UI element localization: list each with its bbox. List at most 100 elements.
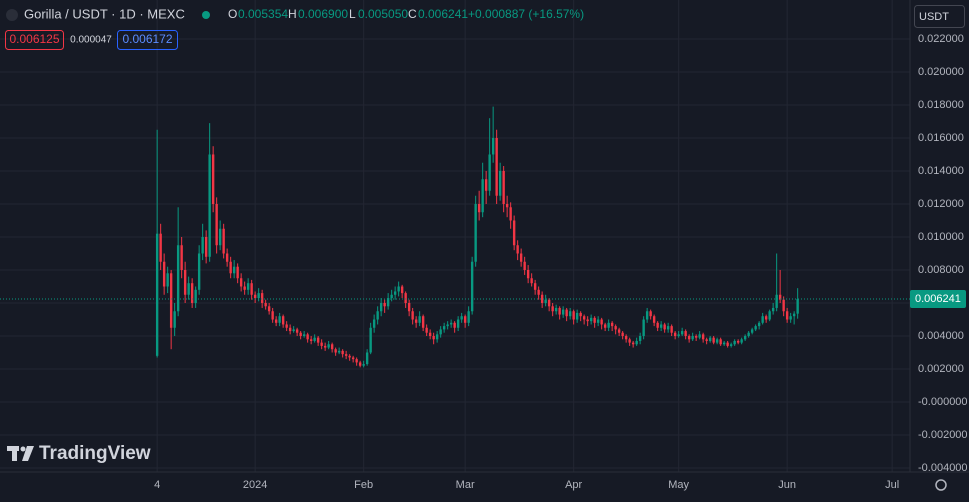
candle-body bbox=[372, 319, 376, 328]
candle-body bbox=[579, 312, 582, 317]
logo-part bbox=[12, 446, 17, 461]
candle-body bbox=[187, 283, 190, 295]
x-tick-label: Mar bbox=[456, 479, 475, 491]
candle-body bbox=[313, 337, 316, 341]
candle-body bbox=[260, 293, 264, 304]
x-tick-label: 2024 bbox=[243, 479, 267, 491]
sell-price: 0.006125 bbox=[9, 32, 59, 46]
candle-body bbox=[495, 137, 498, 196]
candle-body bbox=[309, 339, 313, 341]
candle-body bbox=[554, 307, 558, 312]
candle-body bbox=[334, 349, 337, 353]
candle-body bbox=[610, 322, 614, 327]
candle-body bbox=[173, 311, 176, 328]
logo-part bbox=[22, 446, 34, 461]
candle-body bbox=[673, 332, 677, 337]
candle-body bbox=[516, 245, 519, 254]
candle-body bbox=[782, 299, 785, 312]
candle-body bbox=[509, 207, 512, 221]
sell-button[interactable] bbox=[5, 30, 64, 50]
candle-body bbox=[628, 339, 631, 343]
candle-body bbox=[306, 334, 309, 340]
buy-button[interactable] bbox=[117, 30, 178, 50]
candle-body bbox=[652, 316, 656, 323]
candle-body bbox=[208, 154, 211, 257]
logo-part bbox=[20, 446, 26, 452]
candle-body bbox=[705, 339, 708, 341]
candle-body bbox=[491, 137, 495, 155]
candle-body bbox=[561, 309, 565, 315]
candle-body bbox=[481, 179, 484, 213]
candle-body bbox=[659, 324, 663, 328]
symbol-title[interactable]: Gorilla / USDT · 1D · MEXC bbox=[24, 6, 185, 21]
candle-body bbox=[337, 350, 341, 353]
candle-body bbox=[166, 273, 169, 287]
candle-body bbox=[418, 316, 421, 323]
candle-body bbox=[183, 269, 187, 295]
candle-body bbox=[295, 329, 299, 333]
candle-body bbox=[218, 228, 222, 246]
candle-body bbox=[722, 342, 726, 345]
candles bbox=[155, 106, 799, 368]
ohlc-label: H bbox=[288, 7, 297, 21]
y-tick-label: 0.004000 bbox=[918, 330, 964, 342]
candle-body bbox=[582, 316, 586, 320]
candle-body bbox=[239, 278, 243, 287]
x-tick-label: May bbox=[668, 479, 689, 491]
buy-price: 0.006172 bbox=[122, 32, 172, 46]
candle-body bbox=[747, 332, 750, 337]
candle-body bbox=[425, 327, 428, 333]
candle-body bbox=[407, 303, 411, 312]
x-tick-label: Jun bbox=[778, 479, 796, 491]
candle-body bbox=[362, 364, 365, 366]
currency-button[interactable] bbox=[914, 5, 965, 28]
candle-body bbox=[253, 294, 257, 299]
candle-body bbox=[663, 324, 666, 330]
candle-body bbox=[477, 203, 481, 213]
market-status[interactable] bbox=[202, 11, 210, 19]
candle-body bbox=[470, 261, 474, 312]
candle-body bbox=[414, 319, 418, 323]
y-tick-label: 0.008000 bbox=[918, 264, 964, 276]
candle-body bbox=[299, 332, 302, 337]
candle-body bbox=[180, 245, 183, 270]
candle-body bbox=[740, 339, 743, 343]
candle-body bbox=[488, 154, 491, 191]
candle-body bbox=[642, 319, 645, 337]
candle-body bbox=[236, 266, 239, 279]
candle-body bbox=[572, 311, 575, 320]
candle-body bbox=[719, 339, 722, 345]
candle-body bbox=[155, 233, 159, 356]
candle-body bbox=[712, 337, 715, 343]
candle-body bbox=[264, 303, 267, 307]
candle-body bbox=[523, 261, 526, 270]
candle-body bbox=[351, 357, 355, 360]
y-tick-label: -0.004000 bbox=[918, 462, 968, 474]
candle-body bbox=[568, 311, 572, 317]
candle-body bbox=[631, 342, 635, 345]
candle-body bbox=[771, 307, 775, 312]
candle-body bbox=[778, 294, 782, 300]
candle-body bbox=[708, 337, 712, 341]
candle-body bbox=[750, 329, 754, 333]
candle-body bbox=[292, 329, 295, 332]
candle-body bbox=[789, 316, 792, 320]
candle-body bbox=[764, 316, 768, 320]
time-axis: 4 2024 Feb Mar Apr May Jun Jul bbox=[154, 479, 899, 491]
candle-body bbox=[250, 283, 253, 295]
candle-body bbox=[229, 261, 232, 274]
candle-body bbox=[344, 354, 348, 356]
candle-body bbox=[316, 337, 320, 343]
candle-body bbox=[330, 344, 334, 350]
candle-body bbox=[544, 299, 547, 304]
candle-body bbox=[638, 336, 642, 341]
currency: USDT bbox=[919, 11, 949, 23]
candle-body bbox=[348, 355, 351, 358]
candle-body bbox=[733, 340, 736, 345]
last-price-tag bbox=[910, 290, 966, 309]
candle-body bbox=[460, 316, 463, 320]
candle-body bbox=[512, 220, 516, 246]
candle-body bbox=[257, 293, 260, 299]
settings-button[interactable] bbox=[935, 479, 947, 491]
